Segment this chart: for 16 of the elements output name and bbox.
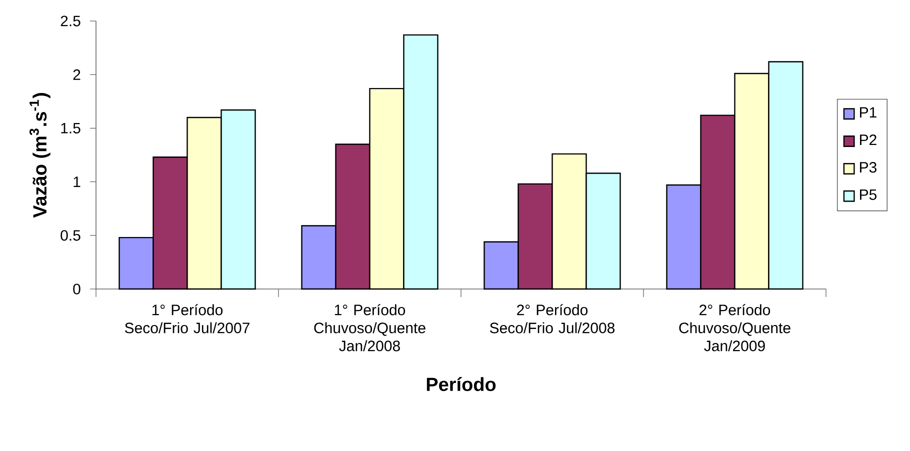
legend-label: P5 bbox=[860, 189, 877, 200]
legend-label: P2 bbox=[860, 134, 876, 145]
y-tick-label: 1 bbox=[74, 176, 80, 187]
y-axis-title: Vazão (m$^{3}$.s$^{-1}$) bbox=[29, 93, 50, 218]
y-tick-label: 2.5 bbox=[60, 16, 80, 26]
x-tick-label: 2° Período Seco/Frio Jul/2008 bbox=[490, 304, 615, 334]
legend-label: P3 bbox=[860, 162, 876, 173]
y-tick-label: 2 bbox=[73, 69, 80, 80]
x-tick-label: 2° Período Chuvoso/Quente Jan/2009 bbox=[679, 304, 790, 352]
y-tick-label: 0 bbox=[73, 284, 80, 294]
y-tick-label: 1.5 bbox=[61, 122, 80, 134]
x-tick-label: 1° Período Chuvoso/Quente Jan/2008 bbox=[314, 304, 426, 352]
y-tick-label: 0.5 bbox=[60, 230, 80, 241]
x-axis-title: Período bbox=[426, 377, 496, 392]
x-tick-label: 1° Período Seco/Frio Jul/2007 bbox=[124, 304, 250, 334]
legend-label: P1 bbox=[860, 107, 876, 118]
